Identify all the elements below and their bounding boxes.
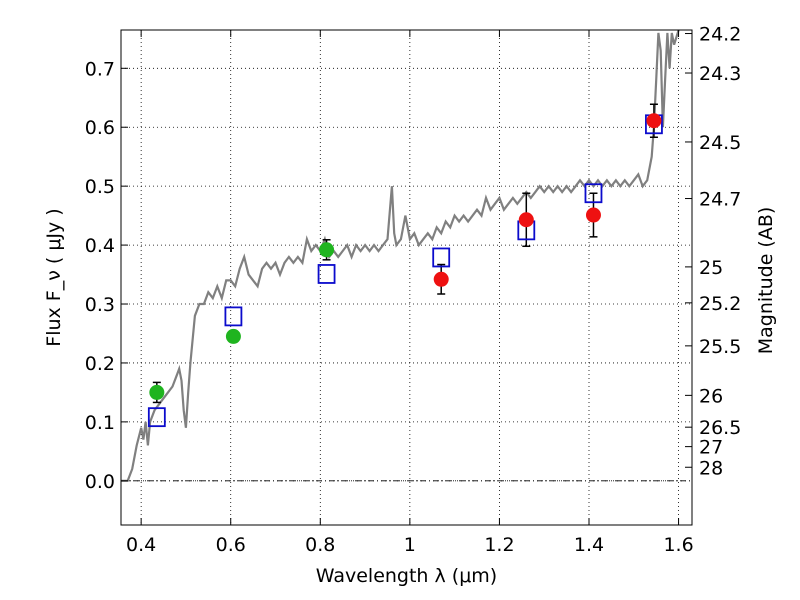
right-tick-label: 26 (699, 385, 723, 407)
y-tick-label: 0.7 (85, 58, 115, 80)
x-tick-labels: 0.4 0.6 0.8 1 1.2 1.4 1.6 (126, 534, 694, 556)
ir-photometry-point (518, 212, 534, 228)
y-tick-label: 0.6 (85, 117, 115, 139)
x-tick-label: 0.4 (126, 534, 156, 556)
ir-photometry-point (433, 271, 449, 287)
x-tick-label: 1.2 (484, 534, 514, 556)
right-tick-label: 27 (699, 437, 723, 459)
right-tick-label: 24.3 (699, 63, 741, 85)
right-tick-label: 25.5 (699, 336, 741, 358)
x-tick-label: 0.8 (305, 534, 335, 556)
y-tick-label: 0.1 (85, 412, 115, 434)
model-flux-square (584, 183, 603, 204)
y-tick-label: 0.3 (85, 294, 115, 316)
y-tick-labels: 0.0 0.1 0.2 0.3 0.4 0.5 0.6 0.7 (85, 58, 115, 493)
model-flux-square (147, 407, 166, 428)
hst-photometry-point (319, 242, 335, 258)
sed-model-line (121, 30, 680, 482)
x-tick-label: 0.6 (216, 534, 246, 556)
x-tick-label: 1.6 (663, 534, 693, 556)
right-tick-label: 26.5 (699, 417, 741, 439)
right-tick-label: 25 (699, 257, 723, 279)
model-flux-square (432, 247, 451, 268)
model-flux-square (224, 306, 243, 327)
model-flux-square (317, 264, 336, 284)
right-tick-label: 25.2 (699, 293, 741, 315)
right-tick-label: 24.2 (699, 24, 741, 46)
right-tick-label: 28 (699, 457, 723, 479)
data-markers (147, 113, 663, 428)
hst-photometry-point (225, 328, 241, 344)
y-tick-label: 0.4 (85, 235, 115, 257)
right-axis-label: Magnitude (AB) (755, 207, 777, 355)
y-tick-label: 0.5 (85, 176, 115, 198)
right-tick-label: 24.5 (699, 132, 741, 154)
axis-ticks (121, 30, 692, 525)
ir-photometry-point (585, 207, 601, 223)
sed-model-series (121, 30, 680, 482)
x-tick-label: 1 (404, 534, 416, 556)
error-bars (152, 103, 658, 404)
hst-photometry-point (149, 384, 165, 400)
x-axis-label: Wavelength λ (μm) (316, 565, 497, 587)
plot-frame (120, 29, 693, 526)
y-axis-label: Flux F_ν ( μJy ) (43, 208, 65, 346)
ir-photometry-point (646, 113, 662, 129)
x-tick-label: 1.4 (574, 534, 604, 556)
y-tick-label: 0.0 (85, 471, 115, 493)
y-tick-label: 0.2 (85, 353, 115, 375)
grid-lines (121, 30, 692, 525)
right-tick-label: 24.7 (699, 189, 741, 211)
